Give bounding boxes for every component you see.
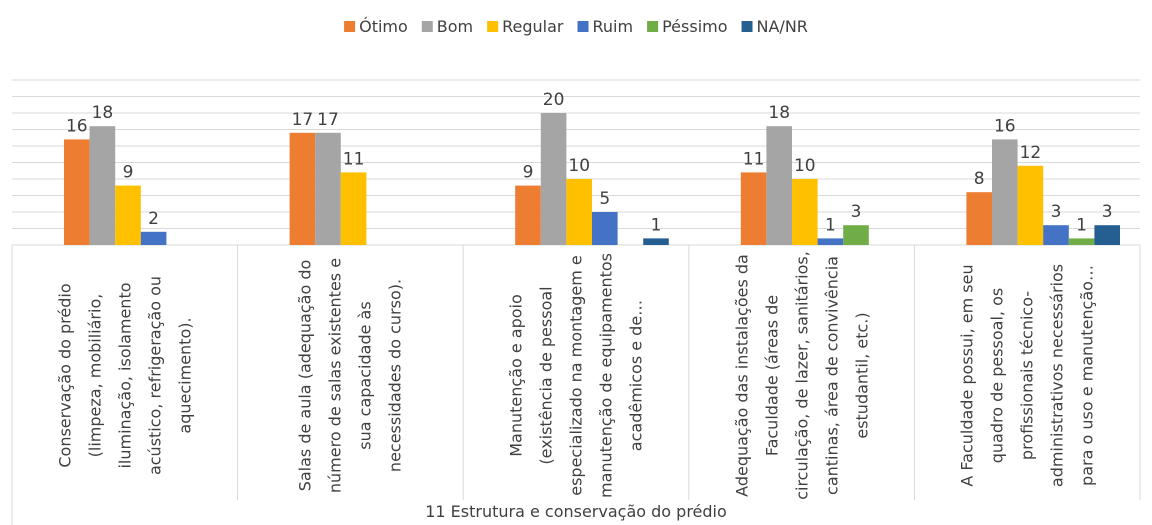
legend-swatch [647, 21, 659, 32]
data-label: 3 [851, 202, 862, 222]
data-label: 12 [1020, 143, 1042, 163]
data-label: 11 [743, 149, 765, 169]
data-label: 10 [794, 156, 816, 176]
data-label: 3 [1051, 202, 1062, 222]
data-label: 17 [292, 110, 314, 130]
legend-label: Ruim [593, 17, 634, 36]
bar [1068, 238, 1095, 245]
x-axis-title: 11 Estrutura e conservação do prédio [425, 502, 727, 521]
bar [740, 172, 767, 245]
data-label: 1 [825, 215, 836, 235]
bar [992, 139, 1018, 245]
bar [140, 231, 167, 245]
legend-swatch [421, 21, 433, 32]
legend-swatch [344, 21, 356, 32]
data-label: 1 [651, 215, 662, 235]
bar [1094, 225, 1120, 245]
bar [592, 212, 618, 245]
legend-label: Ótimo [359, 17, 408, 36]
bar [515, 185, 541, 245]
bar [89, 126, 116, 245]
legend-swatch [741, 21, 753, 32]
legend-label: Regular [502, 17, 564, 36]
bar [540, 113, 567, 245]
data-label: 16 [994, 116, 1016, 136]
bar [64, 139, 90, 245]
bar [766, 126, 792, 245]
bar [315, 132, 341, 245]
legend-label: Péssimo [662, 17, 727, 36]
data-label: 5 [599, 189, 610, 209]
data-label: 8 [974, 169, 985, 189]
bar [289, 132, 316, 245]
data-label: 11 [343, 149, 365, 169]
bar [1043, 225, 1069, 245]
bar [643, 238, 669, 245]
legend-label: Bom [437, 17, 473, 36]
data-label: 2 [148, 209, 159, 229]
data-label: 1 [1076, 215, 1087, 235]
legend-label: NA/NR [757, 17, 808, 36]
bar [340, 172, 367, 245]
data-label: 18 [92, 103, 114, 123]
bar [566, 179, 592, 245]
bar [966, 192, 992, 245]
x-tick-label: Conservação do prédio (limpeza, mobiliár… [54, 275, 194, 475]
data-label: 16 [66, 116, 88, 136]
x-tick-label: Manutenção e apoio (existência de pessoa… [506, 252, 645, 498]
bar [843, 225, 869, 245]
legend-swatch [577, 21, 589, 32]
bar [115, 185, 141, 245]
data-label: 10 [568, 156, 590, 176]
data-label: 9 [123, 163, 134, 183]
data-label: 3 [1102, 202, 1113, 222]
bar [817, 238, 844, 245]
data-label: 20 [543, 90, 565, 110]
bar [792, 179, 818, 245]
legend-swatch [487, 21, 499, 32]
data-label: 18 [768, 103, 790, 123]
x-tick-label: A Faculdade possui, em seu quadro de pes… [957, 263, 1097, 487]
data-label: 17 [317, 110, 339, 130]
bar [1017, 165, 1044, 245]
x-tick-label: Adequação das instalações da Faculdade (… [731, 250, 871, 500]
data-label: 9 [523, 163, 534, 183]
x-tick-label: Salas de aula (adequação do número de sa… [295, 257, 405, 493]
